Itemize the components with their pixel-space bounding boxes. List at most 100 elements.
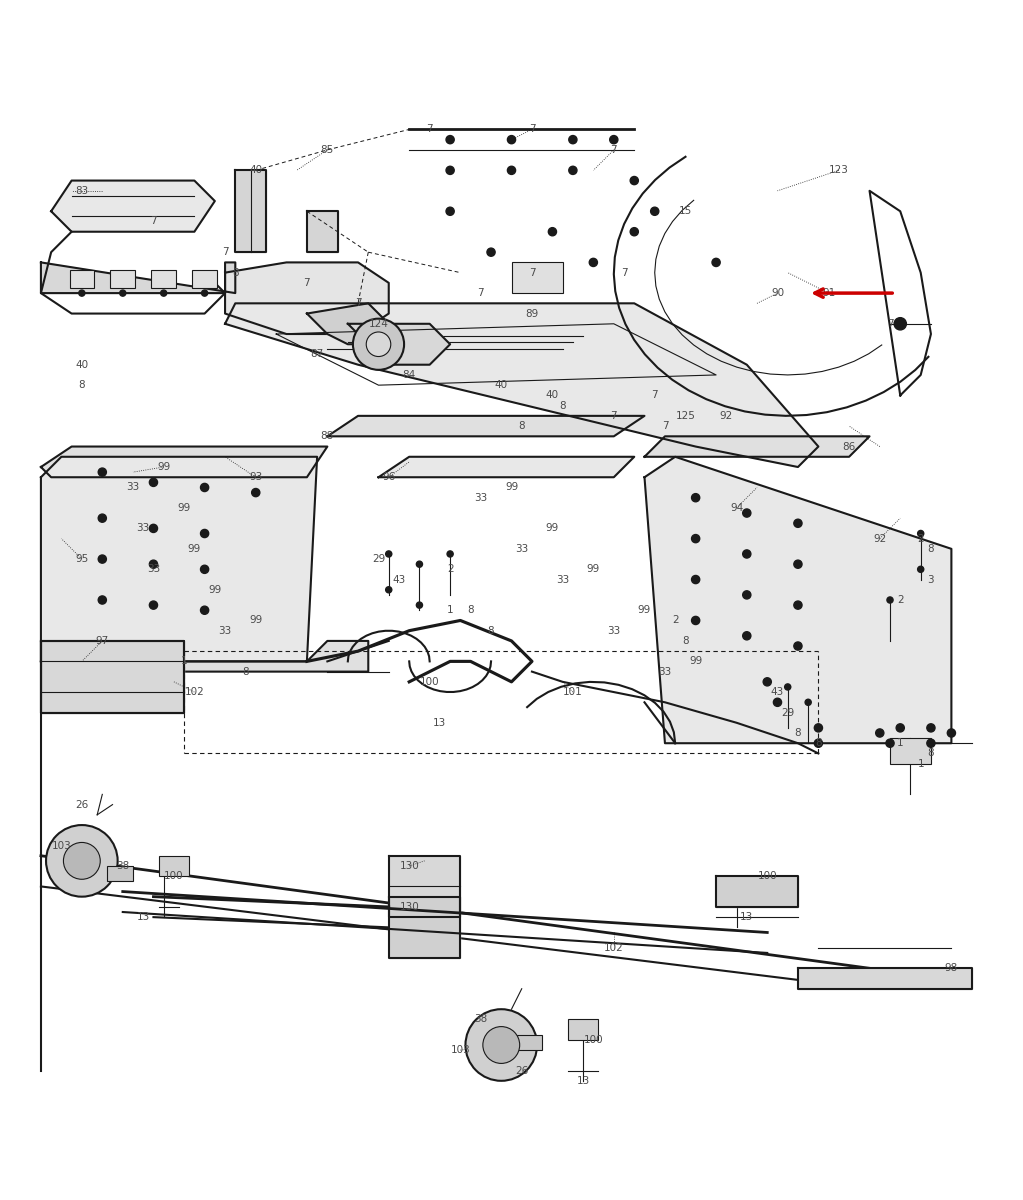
Circle shape [149,479,158,486]
Circle shape [569,167,577,174]
Circle shape [743,509,751,517]
Circle shape [814,724,822,732]
Circle shape [692,576,700,583]
Circle shape [805,700,811,706]
Circle shape [794,560,802,569]
Text: 8: 8 [815,738,821,749]
Circle shape [98,554,106,563]
Text: 3: 3 [928,575,934,584]
Text: 96: 96 [383,473,395,482]
Polygon shape [41,446,327,478]
Text: 83: 83 [76,186,88,196]
Text: 29: 29 [372,554,385,564]
Text: 87: 87 [311,349,323,360]
Circle shape [610,136,618,144]
Text: 13: 13 [577,1076,589,1086]
Polygon shape [389,896,460,958]
Circle shape [589,258,597,266]
Text: 88: 88 [321,431,333,442]
Polygon shape [41,263,235,293]
Text: 84: 84 [403,370,415,380]
Bar [107,866,133,881]
Circle shape [507,136,516,144]
Text: 94: 94 [730,503,743,512]
Text: 13: 13 [741,912,753,922]
Text: 103: 103 [51,840,72,851]
Circle shape [79,290,85,296]
Text: 2: 2 [918,534,924,544]
Text: 33: 33 [608,625,620,636]
Circle shape [927,724,935,732]
Circle shape [794,601,802,610]
Text: 123: 123 [829,166,849,175]
Text: 99: 99 [209,584,221,595]
Circle shape [947,728,955,737]
Text: 8: 8 [242,667,249,677]
Text: 7: 7 [304,278,310,288]
Circle shape [894,318,906,330]
Circle shape [63,842,100,880]
Text: 90: 90 [771,288,784,298]
Text: 99: 99 [505,482,518,492]
Circle shape [569,136,577,144]
Text: 130: 130 [399,860,419,871]
Text: 33: 33 [147,564,160,575]
Circle shape [692,617,700,624]
Circle shape [416,602,422,608]
Circle shape [876,728,884,737]
Polygon shape [225,263,389,334]
Circle shape [794,642,802,650]
Text: 26: 26 [516,1066,528,1075]
Circle shape [465,1009,537,1081]
Text: 100: 100 [757,871,777,881]
Polygon shape [379,457,634,478]
Text: 33: 33 [475,493,487,503]
Text: 99: 99 [178,503,190,512]
Text: 33: 33 [557,575,569,584]
Text: 40: 40 [250,166,262,175]
Bar [568,1020,598,1040]
Circle shape [887,596,893,604]
Circle shape [487,248,495,257]
Circle shape [814,739,822,748]
Text: 15: 15 [679,206,692,216]
Circle shape [98,468,106,476]
Text: 99: 99 [188,544,201,554]
Polygon shape [716,876,798,907]
Text: 1: 1 [181,656,187,666]
Text: 93: 93 [250,473,262,482]
Text: 33: 33 [137,523,149,533]
Circle shape [712,258,720,266]
Text: 38: 38 [117,860,129,871]
Text: 130: 130 [399,902,419,912]
Circle shape [447,551,453,557]
Text: 99: 99 [546,523,559,533]
Circle shape [149,560,158,569]
Circle shape [202,290,208,296]
Text: 100: 100 [583,1034,604,1045]
Text: 7: 7 [355,299,361,308]
Polygon shape [41,457,317,661]
Circle shape [98,514,106,522]
Polygon shape [41,641,368,672]
Text: 2: 2 [897,595,903,605]
Text: 103: 103 [450,1045,471,1055]
Circle shape [743,550,751,558]
Text: 43: 43 [771,688,784,697]
Text: 7: 7 [611,145,617,155]
Circle shape [794,520,802,527]
Circle shape [446,136,454,144]
Polygon shape [51,180,215,232]
Text: 8: 8 [79,380,85,390]
Text: 85: 85 [321,145,333,155]
Circle shape [651,208,659,215]
Text: 8: 8 [928,749,934,758]
Circle shape [386,551,392,557]
Text: 7: 7 [887,319,893,329]
Text: 7: 7 [222,247,228,257]
Bar [159,856,189,876]
Text: 99: 99 [587,564,599,575]
Polygon shape [307,211,338,252]
Circle shape [692,493,700,502]
Bar [192,270,217,288]
